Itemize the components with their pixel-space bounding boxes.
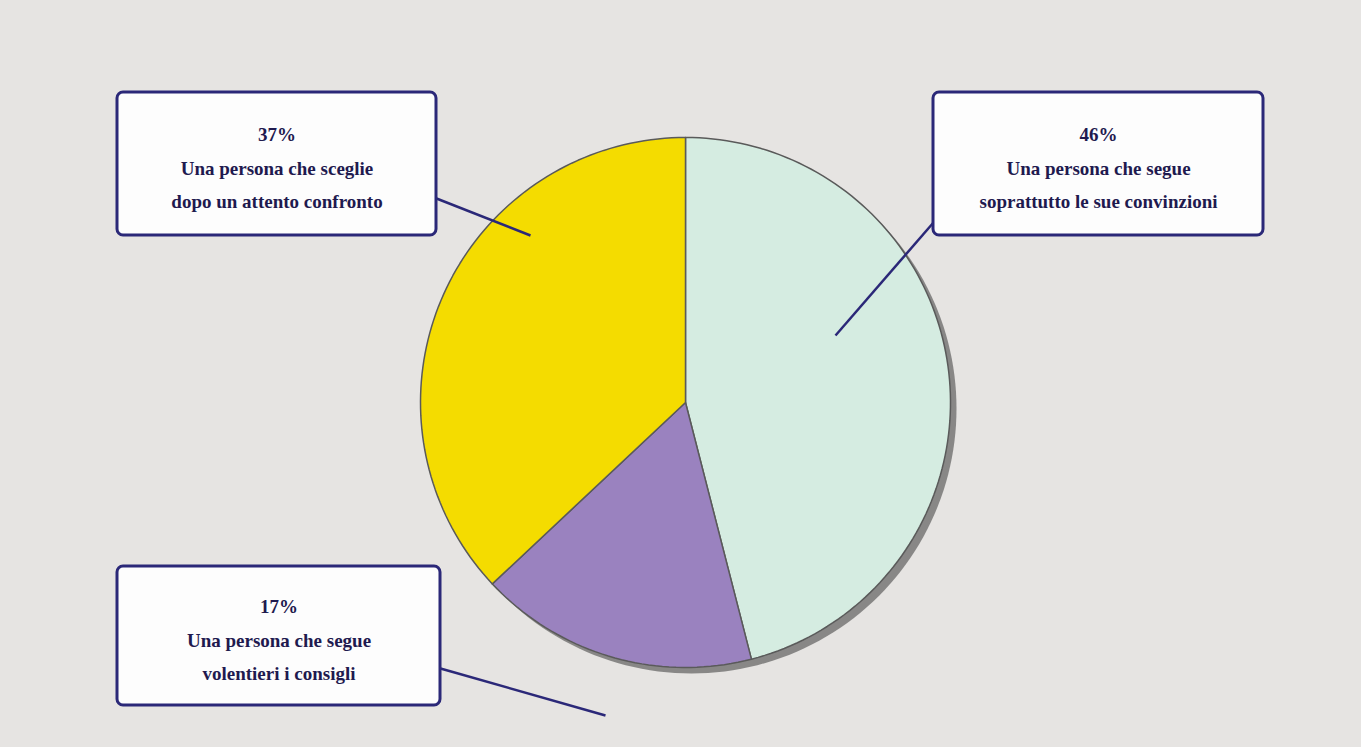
svg-text:17%Una persona che seguevolent: 17%Una persona che seguevolentieri i con… bbox=[187, 596, 371, 684]
svg-text:37%Una persona che scegliedopo: 37%Una persona che scegliedopo un attent… bbox=[171, 124, 382, 212]
svg-text:46%Una persona che seguesoprat: 46%Una persona che seguesoprattutto le s… bbox=[979, 124, 1217, 212]
